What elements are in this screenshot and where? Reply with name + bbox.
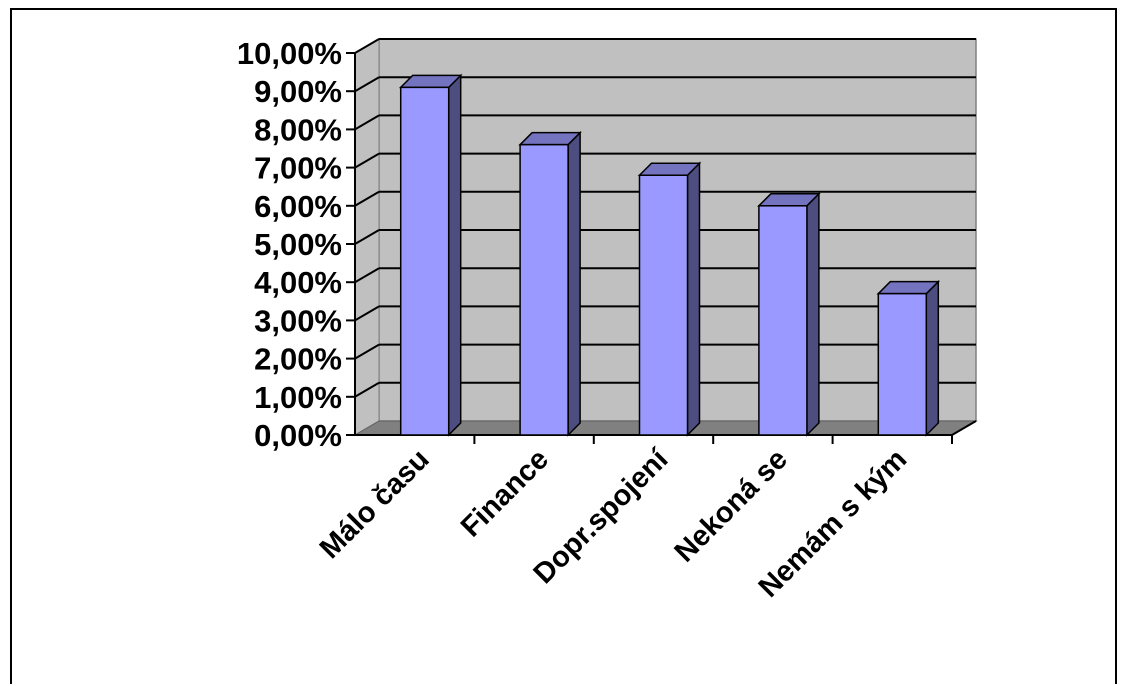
gridline-side	[354, 152, 380, 169]
bar-front-face	[399, 86, 450, 436]
y-tick-label: 2,00%	[254, 342, 342, 377]
bar-side-face	[447, 73, 462, 437]
gridline-side	[354, 114, 380, 131]
gridline-side	[354, 267, 380, 284]
bar-side-face	[925, 279, 940, 437]
y-tick-label: 0,00%	[254, 418, 342, 453]
y-tick-label: 10,00%	[237, 36, 342, 71]
y-tick-label: 5,00%	[254, 227, 342, 262]
bar	[876, 279, 941, 437]
bar-side-face	[686, 161, 701, 437]
y-tick-label: 4,00%	[254, 265, 342, 300]
x-axis-end-line	[951, 420, 977, 436]
bar-front-face	[877, 292, 928, 436]
gridline-side	[354, 343, 380, 360]
y-tick-label: 6,00%	[254, 189, 342, 224]
chart-frame: 0,00% 1,00% 2,00% 3,00% 4,00% 5,00% 6,00% 7,00%…	[10, 8, 1117, 684]
gridline-side	[354, 38, 380, 54]
y-tick-label: 1,00%	[254, 380, 342, 415]
x-tick-label: Málo času	[314, 443, 436, 565]
x-tick-label: Finance	[455, 443, 555, 543]
x-tick-label: Nekoná se	[669, 443, 794, 568]
bar	[637, 161, 702, 437]
bar-chart: 0,00%1,00%2,00% 3,00%4,00%5,00%6,00%7,00%…	[237, 36, 978, 604]
gridline-side	[354, 305, 380, 322]
bars	[398, 73, 941, 437]
bar-side-face	[567, 130, 581, 437]
bar	[518, 130, 582, 437]
y-tick-labels: 0,00%1,00%2,00% 3,00%4,00%5,00%6,00%7,00%…	[237, 36, 342, 453]
gridline-side	[354, 229, 380, 245]
y-tick-label: 9,00%	[254, 74, 342, 109]
bar-side-face	[806, 191, 820, 437]
gridline-side	[354, 190, 380, 207]
y-tick-label: 8,00%	[254, 112, 342, 147]
gridline-side	[354, 381, 380, 398]
y-tick-label: 7,00%	[254, 151, 342, 186]
bar	[757, 191, 821, 437]
gridline-side	[354, 76, 380, 93]
bar-front-face	[519, 143, 569, 436]
bar	[398, 73, 463, 437]
bar-front-face	[638, 174, 689, 436]
y-tick-label: 3,00%	[254, 303, 342, 338]
bar-front-face	[758, 205, 808, 436]
